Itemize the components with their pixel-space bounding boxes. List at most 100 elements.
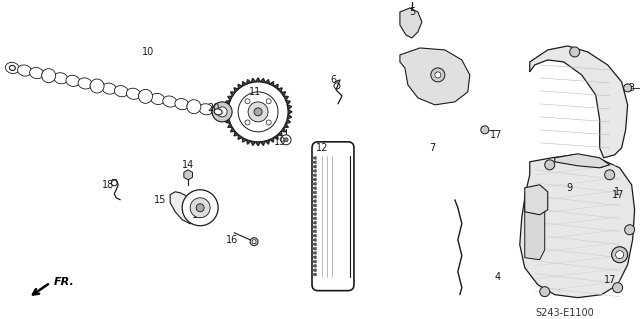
Circle shape <box>189 102 199 112</box>
Circle shape <box>625 225 635 235</box>
Circle shape <box>281 135 291 145</box>
Polygon shape <box>312 217 316 219</box>
Ellipse shape <box>17 65 31 76</box>
Circle shape <box>245 99 250 104</box>
Circle shape <box>612 247 628 263</box>
Circle shape <box>540 287 550 297</box>
Ellipse shape <box>175 99 189 110</box>
Circle shape <box>245 120 250 125</box>
Polygon shape <box>312 166 316 168</box>
Polygon shape <box>312 157 316 159</box>
Ellipse shape <box>66 75 80 86</box>
Ellipse shape <box>78 78 92 89</box>
Text: 1: 1 <box>614 187 620 197</box>
Polygon shape <box>312 252 316 254</box>
Polygon shape <box>520 155 635 298</box>
Text: 18: 18 <box>102 180 115 190</box>
Polygon shape <box>400 48 470 105</box>
Circle shape <box>545 160 555 170</box>
Text: S243-E1100: S243-E1100 <box>535 308 594 318</box>
Polygon shape <box>312 239 316 241</box>
Circle shape <box>141 91 150 101</box>
Text: 16: 16 <box>226 235 238 245</box>
Polygon shape <box>312 248 316 250</box>
Circle shape <box>182 190 218 226</box>
Polygon shape <box>224 78 292 146</box>
Polygon shape <box>312 209 316 211</box>
Polygon shape <box>312 161 316 163</box>
Polygon shape <box>525 185 548 215</box>
Circle shape <box>612 283 623 293</box>
Polygon shape <box>312 234 316 237</box>
Circle shape <box>44 71 54 81</box>
Circle shape <box>90 79 104 93</box>
Text: 19: 19 <box>274 137 286 147</box>
Circle shape <box>238 92 278 132</box>
Polygon shape <box>312 269 316 271</box>
Circle shape <box>431 68 445 82</box>
Polygon shape <box>312 256 316 258</box>
Ellipse shape <box>163 96 177 107</box>
Text: 3: 3 <box>628 83 635 93</box>
Polygon shape <box>312 204 316 207</box>
Polygon shape <box>184 170 193 180</box>
Circle shape <box>138 89 152 103</box>
Polygon shape <box>312 260 316 263</box>
Polygon shape <box>312 183 316 185</box>
Polygon shape <box>312 174 316 176</box>
Ellipse shape <box>54 73 68 84</box>
Text: 14: 14 <box>182 160 195 170</box>
Ellipse shape <box>29 68 44 79</box>
Text: 8: 8 <box>598 160 604 170</box>
Circle shape <box>248 102 268 122</box>
Ellipse shape <box>102 83 116 94</box>
Text: 10: 10 <box>142 47 154 57</box>
Text: 12: 12 <box>316 143 328 153</box>
Circle shape <box>187 100 201 114</box>
Polygon shape <box>525 190 545 260</box>
Polygon shape <box>312 200 316 202</box>
Ellipse shape <box>187 101 201 112</box>
Polygon shape <box>312 273 316 276</box>
Text: 17: 17 <box>604 275 616 285</box>
Circle shape <box>623 84 632 92</box>
Circle shape <box>605 170 614 180</box>
Circle shape <box>252 240 256 244</box>
Polygon shape <box>530 46 628 158</box>
Polygon shape <box>555 154 610 168</box>
Text: 13: 13 <box>192 210 204 220</box>
Ellipse shape <box>150 93 164 105</box>
Ellipse shape <box>115 85 128 97</box>
Polygon shape <box>312 196 316 198</box>
Circle shape <box>212 102 232 122</box>
Text: 7: 7 <box>429 143 435 153</box>
Ellipse shape <box>211 106 225 117</box>
Circle shape <box>228 82 288 142</box>
Circle shape <box>616 251 623 259</box>
Circle shape <box>42 69 56 83</box>
Polygon shape <box>312 170 316 172</box>
Polygon shape <box>312 230 316 233</box>
Ellipse shape <box>127 88 140 99</box>
FancyBboxPatch shape <box>312 142 354 291</box>
Circle shape <box>266 99 271 104</box>
Circle shape <box>250 238 258 246</box>
Text: 11: 11 <box>249 87 261 97</box>
Circle shape <box>196 204 204 212</box>
Text: 4: 4 <box>495 272 501 282</box>
Ellipse shape <box>214 109 222 115</box>
Circle shape <box>481 126 489 134</box>
Circle shape <box>266 120 271 125</box>
Ellipse shape <box>10 65 15 70</box>
Circle shape <box>217 107 227 117</box>
Polygon shape <box>312 178 316 181</box>
Text: 17: 17 <box>490 130 502 140</box>
Ellipse shape <box>199 104 213 115</box>
Polygon shape <box>400 8 422 38</box>
Polygon shape <box>312 213 316 215</box>
Polygon shape <box>312 187 316 189</box>
Text: 20: 20 <box>207 103 220 113</box>
Ellipse shape <box>90 80 104 92</box>
Text: 9: 9 <box>566 183 573 193</box>
Circle shape <box>254 108 262 116</box>
